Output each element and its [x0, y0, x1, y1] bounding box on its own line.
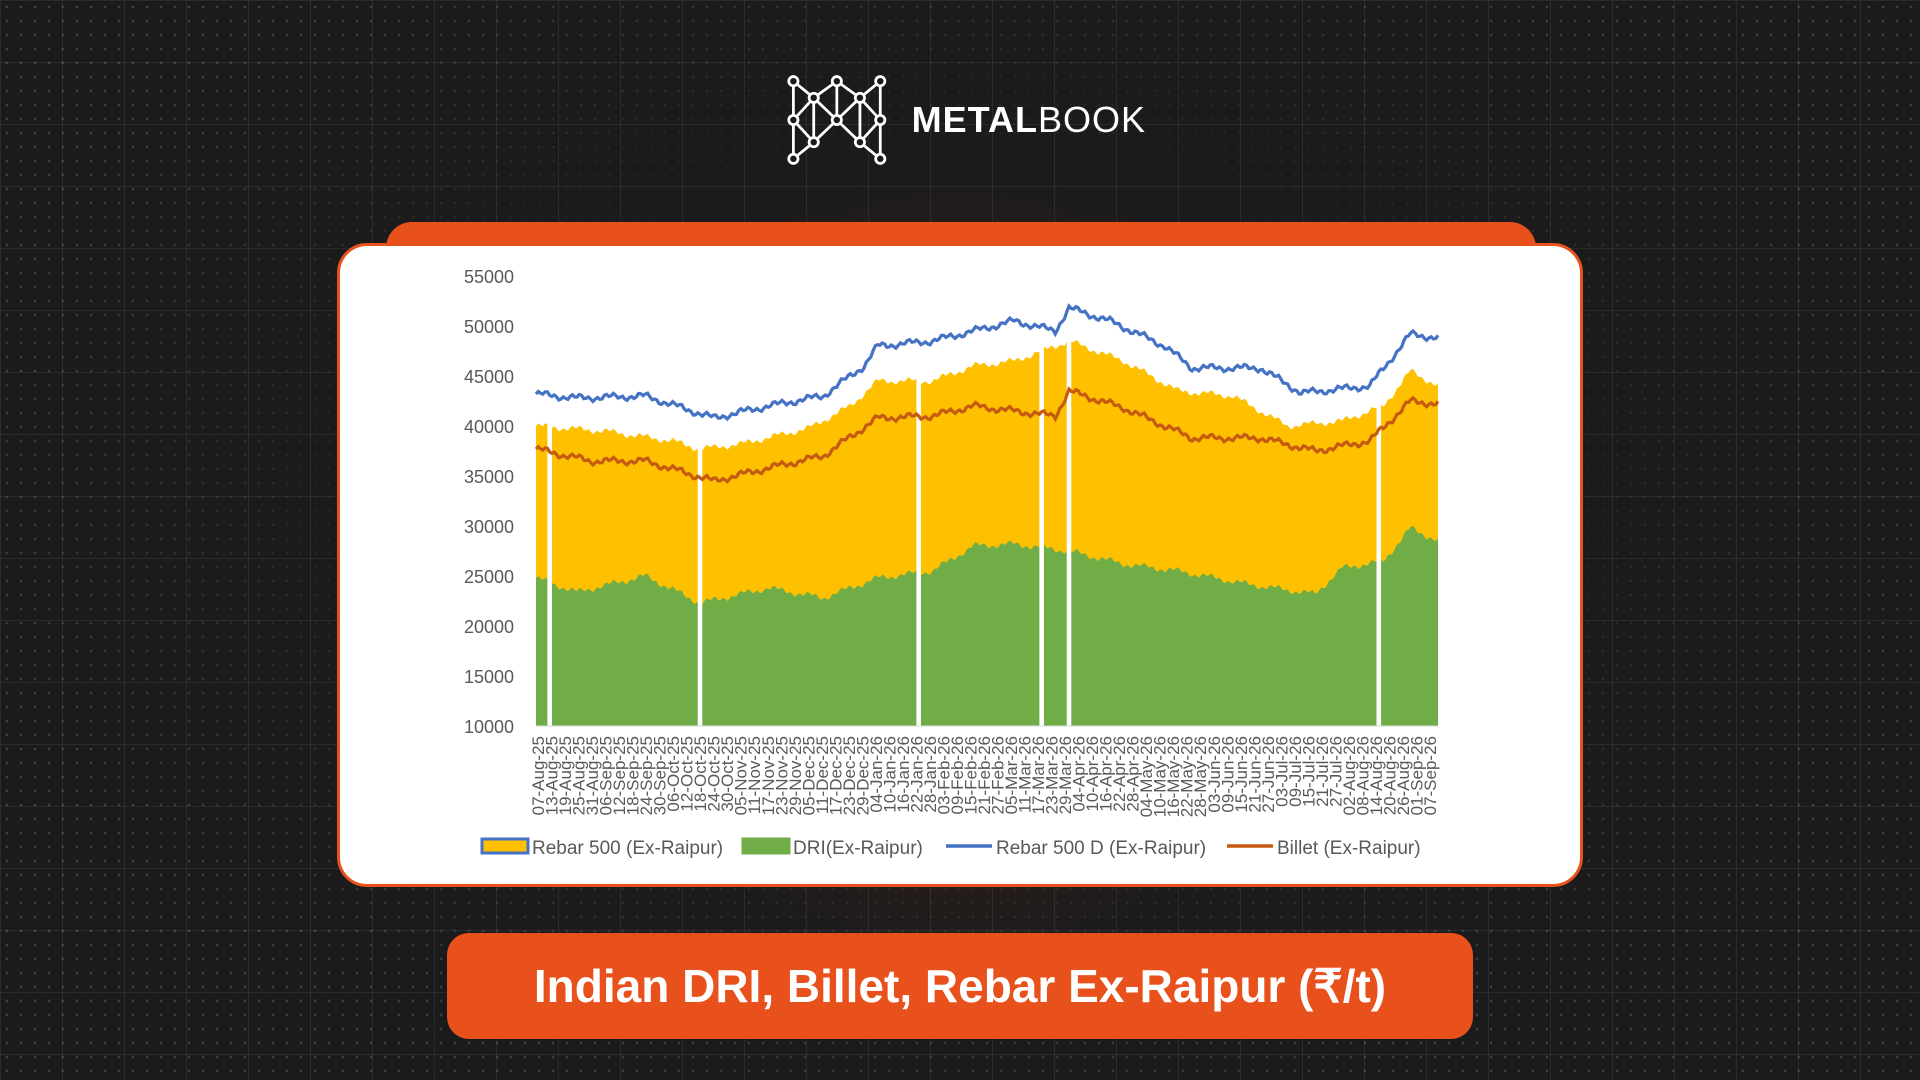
x-tick-label: 09-Jul-26 — [1286, 736, 1305, 807]
x-tick-label: 10-May-26 — [1151, 736, 1170, 817]
data-gap-marker — [1376, 276, 1382, 726]
x-tick-label: 27-Jul-26 — [1326, 736, 1345, 807]
x-tick-label: 09-Feb-26 — [948, 736, 967, 814]
x-tick-label: 07-Aug-25 — [529, 736, 548, 815]
data-gap-marker — [1039, 276, 1044, 726]
y-tick-label: 35000 — [464, 467, 514, 487]
x-tick-label: 04-Apr-26 — [1070, 736, 1089, 812]
x-tick-label: 14-Aug-26 — [1367, 736, 1386, 815]
data-gap-marker — [697, 276, 703, 726]
x-tick-label: 17-Nov-25 — [759, 736, 778, 815]
x-tick-label: 12-Sep-25 — [610, 736, 629, 815]
x-tick-label: 29-Mar-26 — [1056, 736, 1075, 814]
x-tick-label: 11-Mar-26 — [1016, 736, 1035, 813]
x-tick-label: 22-Jan-26 — [907, 736, 926, 813]
x-tick-label: 11-Nov-25 — [745, 736, 764, 814]
data-gap-marker — [1066, 276, 1072, 726]
x-tick-label: 06-Oct-25 — [664, 736, 683, 812]
x-tick-label: 19-Aug-25 — [556, 736, 575, 815]
x-tick-label: 30-Sep-25 — [651, 736, 670, 815]
y-tick-label: 30000 — [464, 517, 514, 537]
data-gap-marker — [547, 276, 552, 726]
x-tick-label: 05-Dec-25 — [799, 736, 818, 815]
x-tick-label: 04-Jan-26 — [867, 736, 886, 813]
chart-plot: 55000 50000 45000 40000 35000 30000 25000 20000… — [464, 267, 1440, 859]
x-tick-label: 22-Apr-26 — [1110, 736, 1129, 812]
x-tick-label: 05-Nov-25 — [732, 736, 751, 815]
x-tick-label: 28-Apr-26 — [1124, 736, 1143, 812]
y-tick-label: 45000 — [464, 367, 514, 387]
x-tick-label: 27-Feb-26 — [989, 736, 1008, 814]
y-tick-label: 55000 — [464, 267, 514, 287]
x-tick-label: 10-Apr-26 — [1083, 736, 1102, 812]
x-tick-label: 22-May-26 — [1178, 736, 1197, 817]
x-tick-label: 27-Jun-26 — [1259, 736, 1278, 813]
series-area-dri — [536, 525, 1438, 726]
y-tick-label: 25000 — [464, 567, 514, 587]
x-tick-label: 28-May-26 — [1191, 736, 1210, 817]
x-tick-label: 16-Apr-26 — [1097, 736, 1116, 812]
x-tick-label: 10-Jan-26 — [880, 736, 899, 813]
x-tick-label: 18-Oct-25 — [691, 736, 710, 812]
brand-logo: METALBOOK — [786, 68, 1146, 172]
legend-label: Rebar 500 (Ex-Raipur) — [532, 838, 723, 859]
x-tick-label: 11-Dec-25 — [813, 736, 832, 814]
legend-label: Billet (Ex-Raipur) — [1277, 838, 1421, 859]
y-tick-label: 10000 — [464, 717, 514, 737]
x-tick-label: 23-Dec-25 — [840, 736, 859, 815]
x-tick-label: 07-Sep-26 — [1421, 736, 1440, 815]
x-tick-label: 30-Oct-25 — [718, 736, 737, 812]
x-tick-label: 18-Sep-25 — [624, 736, 643, 815]
x-tick-label: 21-Feb-26 — [975, 736, 994, 814]
x-tick-label: 16-Jan-26 — [894, 736, 913, 813]
x-tick-label: 08-Aug-26 — [1353, 736, 1372, 815]
x-tick-label: 21-Jul-26 — [1313, 736, 1332, 807]
x-tick-label: 26-Aug-26 — [1394, 736, 1413, 815]
x-tick-label: 21-Jun-26 — [1245, 736, 1264, 813]
series-line-billet — [534, 386, 1440, 484]
x-tick-label: 24-Oct-25 — [705, 736, 724, 812]
metalbook-network-m-icon — [787, 75, 887, 165]
chart-card: 55000 50000 45000 40000 35000 30000 25000 20000… — [337, 243, 1583, 887]
legend-swatch — [480, 837, 530, 855]
x-tick-label: 15-Feb-26 — [962, 736, 981, 814]
x-tick-label: 16-May-26 — [1164, 736, 1183, 817]
x-tick-label: 05-Mar-26 — [1002, 736, 1021, 814]
x-tick-label: 17-Mar-26 — [1029, 736, 1048, 814]
x-tick-label: 28-Jan-26 — [921, 736, 940, 813]
legend-label: DRI(Ex-Raipur) — [793, 838, 923, 859]
y-tick-label: 40000 — [464, 417, 514, 437]
x-tick-label: 13-Aug-25 — [543, 736, 562, 815]
x-tick-label: 20-Aug-26 — [1381, 736, 1400, 815]
x-tick-label: 29-Dec-25 — [853, 736, 872, 815]
y-tick-label: 20000 — [464, 617, 514, 637]
x-tick-label: 03-Feb-26 — [935, 736, 954, 814]
chart-title: Indian DRI, Billet, Rebar Ex-Raipur (₹/t… — [447, 933, 1473, 1039]
x-tick-label: 23-Mar-26 — [1043, 736, 1062, 814]
x-tick-label: 29-Nov-25 — [786, 736, 805, 815]
x-tick-label: 03-Jul-26 — [1272, 736, 1291, 807]
x-tick-label: 25-Aug-25 — [570, 736, 589, 815]
y-tick-label: 15000 — [464, 667, 514, 687]
x-tick-label: 15-Jun-26 — [1232, 736, 1251, 813]
x-tick-label: 02-Aug-26 — [1340, 736, 1359, 815]
series-line-rebar-500-d — [534, 303, 1440, 422]
x-tick-label: 24-Sep-25 — [637, 736, 656, 815]
x-tick-label: 17-Dec-25 — [826, 736, 845, 815]
x-tick-label: 04-May-26 — [1137, 736, 1156, 817]
legend-label: Rebar 500 D (Ex-Raipur) — [996, 838, 1206, 859]
x-tick-label: 12-Oct-25 — [678, 736, 697, 812]
legend-swatch — [741, 837, 791, 855]
x-tick-label: 01-Sep-26 — [1408, 736, 1427, 815]
x-tick-label: 15-Jul-26 — [1299, 736, 1318, 807]
x-tick-label: 23-Nov-25 — [772, 736, 791, 815]
x-tick-label: 06-Sep-25 — [597, 736, 616, 815]
brand-name: METALBOOK — [911, 99, 1146, 140]
data-gap-marker — [916, 276, 921, 726]
x-tick-label: 09-Jun-26 — [1218, 736, 1237, 813]
y-tick-label: 50000 — [464, 317, 514, 337]
x-tick-label: 03-Jun-26 — [1205, 736, 1224, 813]
x-tick-label: 31-Aug-25 — [583, 736, 602, 815]
